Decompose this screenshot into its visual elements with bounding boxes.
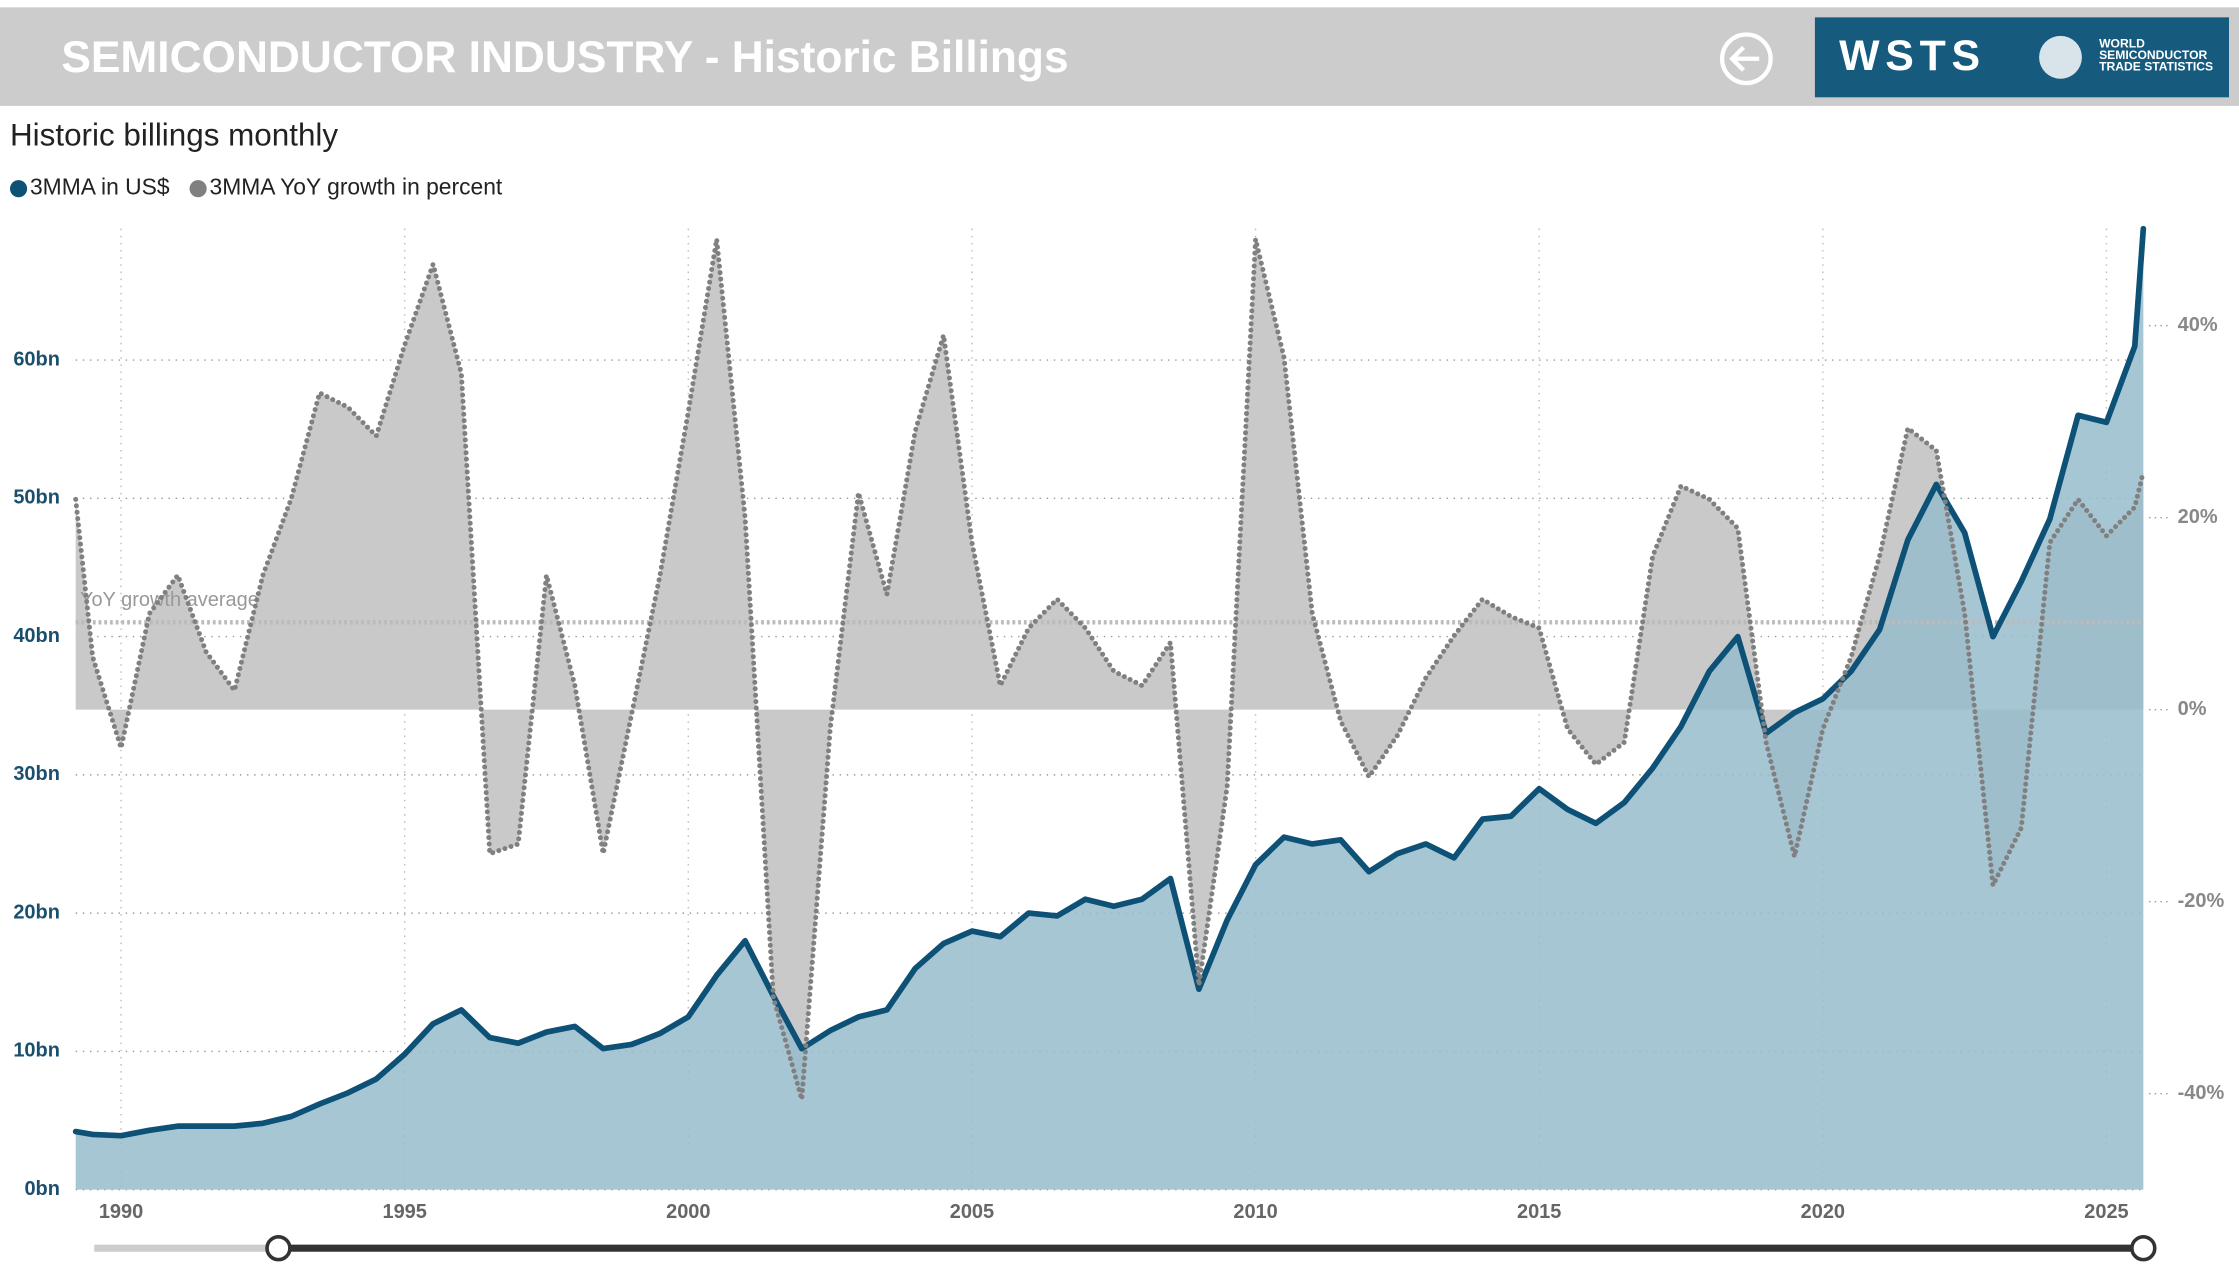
y-tick-label: 30bn [13, 763, 60, 785]
x-tick-label: 2025 [2084, 1201, 2128, 1223]
y2-tick-label: 20% [2178, 506, 2218, 528]
x-tick-label: 2015 [1517, 1201, 1561, 1223]
y-tick-label: 60bn [13, 348, 60, 370]
y2-tick-label: 0% [2178, 698, 2207, 720]
logo-line: TRADE STATISTICS [2099, 60, 2213, 74]
average-label: YoY growth average [80, 589, 259, 611]
range-slider[interactable] [94, 1235, 2157, 1262]
x-tick-label: 1995 [382, 1201, 426, 1223]
y-tick-label: 40bn [13, 625, 60, 647]
logo-globe [2039, 35, 2082, 79]
y2-tick-label: -40% [2178, 1082, 2225, 1104]
series-area [75, 228, 2144, 1190]
logo-line: WORLD [2099, 37, 2145, 51]
slider-handle[interactable] [265, 1235, 292, 1262]
header-title: SEMICONDUCTOR INDUSTRY - Historic Billin… [61, 33, 1068, 82]
chart-title: Historic billings monthly [10, 118, 338, 153]
x-tick-label: 2000 [666, 1201, 710, 1223]
y2-tick-label: 40% [2178, 314, 2218, 336]
back-arrow[interactable] [1729, 45, 1760, 72]
back-button[interactable] [1719, 32, 1773, 86]
legend-label: 3MMA YoY growth in percent [210, 174, 503, 200]
back-circle[interactable] [1719, 32, 1773, 86]
y2-tick-label: -20% [2178, 890, 2225, 912]
y-tick-label: 10bn [13, 1040, 60, 1062]
y-tick-label: 20bn [13, 901, 60, 923]
series-line [72, 225, 2147, 1139]
logo-line: SEMICONDUCTOR [2099, 48, 2207, 62]
x-tick-label: 2010 [1233, 1201, 1277, 1223]
legend-marker [9, 180, 28, 198]
slider-handle[interactable] [2130, 1235, 2157, 1262]
plot: 3MMA in US$ 3MMA YoY growth in percent 199… [9, 174, 2225, 1223]
logo-box [1814, 17, 2230, 98]
x-tick-label: 2005 [950, 1201, 994, 1223]
x-tick-label: 2020 [1801, 1201, 1845, 1223]
legend-marker [189, 180, 207, 198]
series-line [73, 236, 2146, 1102]
y-tick-label: 50bn [13, 487, 60, 509]
series-area [75, 239, 2144, 1100]
legend-label: 3MMA in US$ [30, 174, 170, 200]
x-tick-label: 1990 [99, 1201, 143, 1223]
y-tick-label: 0bn [24, 1178, 60, 1200]
logo-mark: WSTS [1839, 32, 1986, 80]
